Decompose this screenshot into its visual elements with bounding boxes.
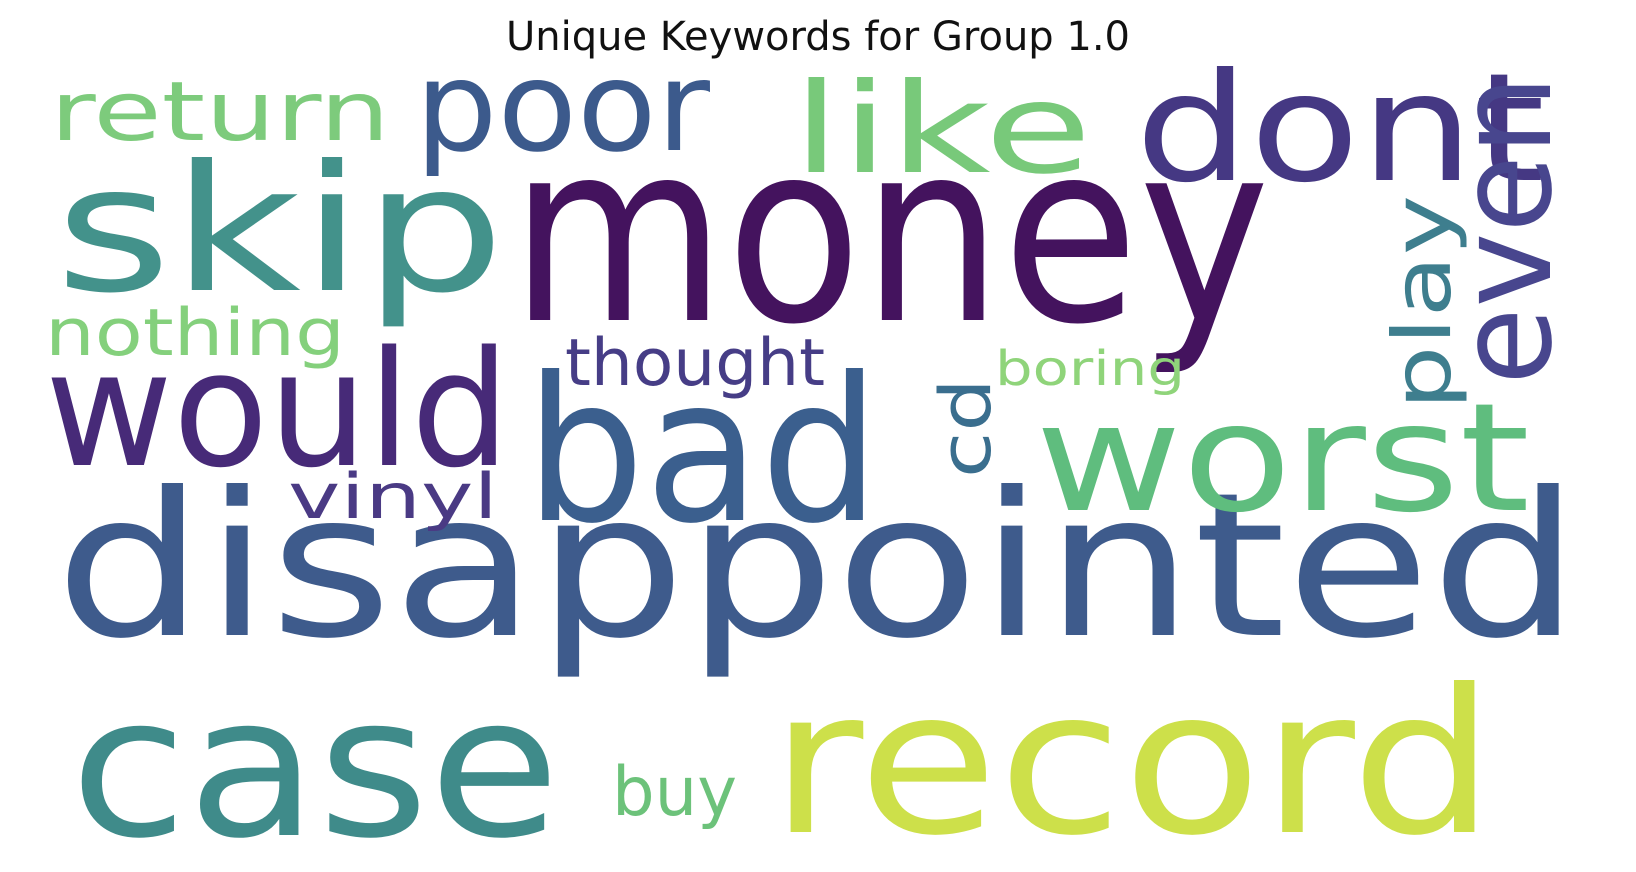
word-even: even	[1429, 75, 1581, 385]
word-boring: boring	[995, 341, 1185, 397]
word-poor: poor	[415, 35, 711, 180]
word-nothing: nothing	[45, 296, 345, 371]
word-dont: dont	[1135, 42, 1545, 216]
word-play: play	[1376, 195, 1469, 410]
chart-title: Unique Keywords for Group 1.0	[505, 14, 1131, 60]
word-skip: skip	[55, 129, 505, 332]
word-money: money	[510, 88, 1270, 379]
word-cd: cd	[925, 378, 1007, 478]
word-worst: worst	[1035, 372, 1530, 546]
word-buy: buy	[612, 753, 737, 832]
word-case: case	[70, 654, 560, 872]
word-bad: bad	[525, 335, 880, 568]
word-thought: thought	[565, 326, 825, 401]
word-would: would	[45, 316, 510, 503]
word-vinyl: vinyl	[288, 460, 498, 533]
word-record: record	[770, 647, 1495, 872]
word-return: return	[50, 65, 390, 160]
word-disappointed: disappointed	[55, 450, 1580, 683]
word-like: like	[792, 57, 1092, 202]
